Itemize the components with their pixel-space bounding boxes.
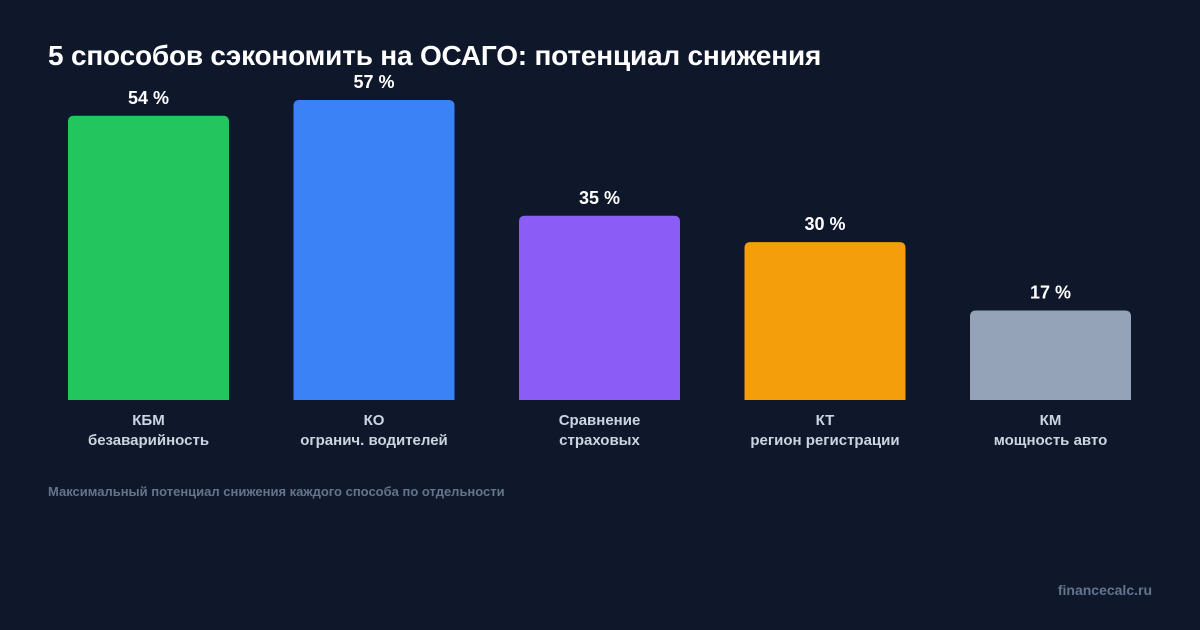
category-label-5-line-2: мощность авто <box>994 432 1108 449</box>
category-label-4-line-1: КТ <box>816 412 835 429</box>
value-label-4: 30 % <box>804 214 845 234</box>
bar-4 <box>744 242 906 400</box>
category-label-3-line-1: Сравнение <box>559 412 641 429</box>
bar-1 <box>68 115 229 400</box>
category-label-1-line-1: КБМ <box>132 412 164 429</box>
bar-2 <box>293 100 455 400</box>
bar-3 <box>519 215 680 400</box>
value-label-5: 17 % <box>1030 283 1071 303</box>
category-label-4-line-2: регион регистрации <box>750 432 899 449</box>
bar-5 <box>970 310 1131 400</box>
value-label-2: 57 % <box>353 72 394 92</box>
category-label-2-line-2: огранич. водителей <box>300 432 448 449</box>
chart-title: 5 способов сэкономить на ОСАГО: потенциа… <box>48 40 822 71</box>
footnote: Максимальный потенциал снижения каждого … <box>48 484 505 499</box>
bar-chart: 54 % КБМ безаварийность 57 % КО огранич. води… <box>68 72 1131 449</box>
value-label-1: 54 % <box>128 88 169 108</box>
category-label-1-line-2: безаварийность <box>88 432 209 449</box>
brand-watermark: financecalc.ru <box>1057 582 1152 598</box>
category-label-3-line-2: страховых <box>559 432 640 449</box>
value-label-3: 35 % <box>579 188 620 208</box>
category-label-2-line-1: КО <box>364 412 385 429</box>
category-label-5-line-1: КМ <box>1040 412 1062 429</box>
